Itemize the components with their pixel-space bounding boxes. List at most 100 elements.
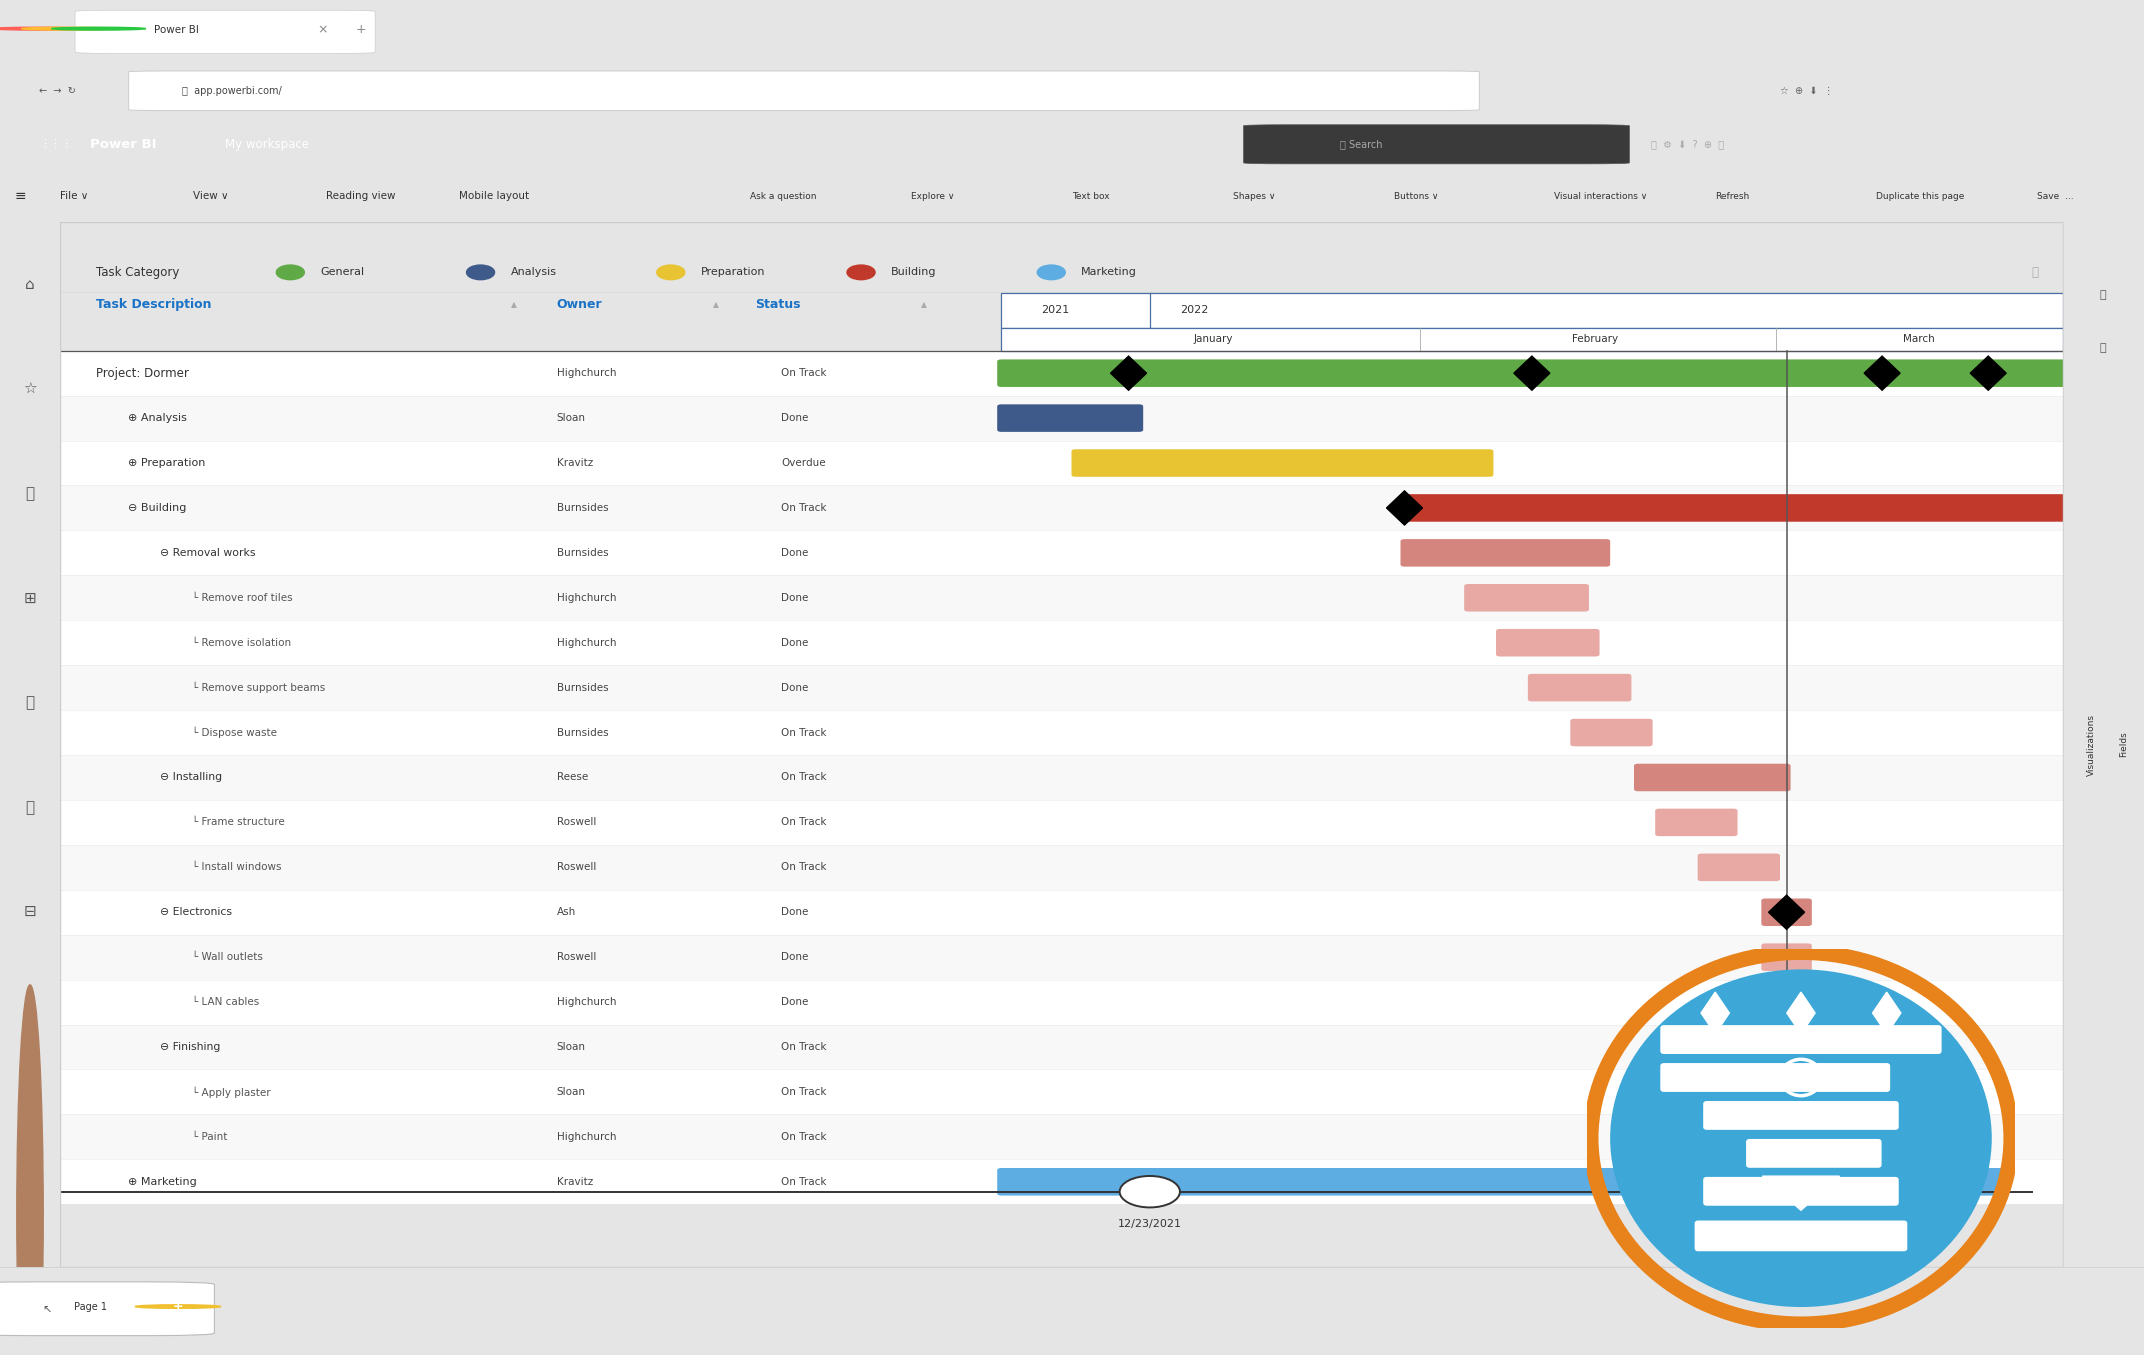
FancyBboxPatch shape — [1762, 898, 1812, 925]
Text: Highchurch: Highchurch — [557, 369, 615, 378]
Circle shape — [1038, 266, 1066, 279]
Text: Done: Done — [780, 413, 808, 423]
FancyBboxPatch shape — [60, 351, 2063, 396]
FancyBboxPatch shape — [1001, 328, 2063, 351]
FancyBboxPatch shape — [60, 710, 2063, 755]
Circle shape — [656, 266, 684, 279]
Text: Task Description: Task Description — [96, 298, 212, 310]
FancyBboxPatch shape — [60, 530, 2063, 576]
Text: ↖: ↖ — [43, 1306, 51, 1316]
Text: ⏰: ⏰ — [26, 486, 34, 501]
Text: Done: Done — [780, 592, 808, 603]
Text: On Track: On Track — [780, 1176, 825, 1187]
Text: Buttons ∨: Buttons ∨ — [1394, 192, 1439, 201]
Text: Marketing: Marketing — [1081, 267, 1136, 278]
FancyBboxPatch shape — [60, 980, 2063, 1024]
Text: ☆: ☆ — [24, 382, 36, 397]
Text: Building: Building — [892, 267, 937, 278]
FancyBboxPatch shape — [1698, 854, 1780, 881]
Text: Burnsides: Burnsides — [557, 547, 609, 558]
Polygon shape — [1387, 491, 1421, 524]
Text: Overdue: Overdue — [780, 458, 825, 467]
Text: On Track: On Track — [780, 817, 825, 828]
Text: ⓘ: ⓘ — [2033, 266, 2039, 279]
Text: ▲: ▲ — [510, 299, 517, 309]
FancyBboxPatch shape — [1400, 495, 2067, 522]
Text: Roswell: Roswell — [557, 862, 596, 873]
Text: Ash: Ash — [557, 908, 577, 917]
Text: Duplicate this page: Duplicate this page — [1876, 192, 1964, 201]
FancyBboxPatch shape — [60, 1114, 2063, 1160]
Text: ▲: ▲ — [712, 299, 718, 309]
FancyBboxPatch shape — [1659, 1064, 1891, 1092]
Text: Roswell: Roswell — [557, 817, 596, 828]
Text: My workspace: My workspace — [225, 138, 309, 150]
Text: Burnsides: Burnsides — [557, 503, 609, 514]
FancyBboxPatch shape — [129, 70, 1479, 111]
Text: Done: Done — [780, 997, 808, 1007]
FancyBboxPatch shape — [60, 440, 2063, 485]
Circle shape — [277, 266, 304, 279]
Text: View ∨: View ∨ — [193, 191, 229, 202]
Text: Sloan: Sloan — [557, 413, 585, 423]
Text: ⊟: ⊟ — [24, 904, 36, 919]
Text: └ LAN cables: └ LAN cables — [193, 997, 259, 1007]
Text: Visual interactions ∨: Visual interactions ∨ — [1554, 192, 1649, 201]
FancyBboxPatch shape — [1244, 125, 1629, 164]
Text: ≡: ≡ — [15, 190, 26, 203]
Text: 👤: 👤 — [26, 799, 34, 814]
Text: Analysis: Analysis — [510, 267, 557, 278]
Text: ▲: ▲ — [922, 299, 926, 309]
Text: Done: Done — [780, 683, 808, 692]
Text: Done: Done — [780, 638, 808, 648]
Text: 2022: 2022 — [1179, 305, 1209, 316]
FancyBboxPatch shape — [1634, 764, 1790, 791]
Text: Burnsides: Burnsides — [557, 728, 609, 737]
Text: March: March — [1904, 335, 1936, 344]
Text: +: + — [174, 1299, 182, 1313]
FancyBboxPatch shape — [0, 1282, 214, 1336]
Circle shape — [17, 985, 43, 1355]
Text: +: + — [356, 23, 367, 37]
Text: └ Frame structure: └ Frame structure — [193, 817, 285, 828]
FancyBboxPatch shape — [1702, 1102, 1900, 1130]
FancyBboxPatch shape — [1497, 629, 1599, 656]
Text: February: February — [1572, 335, 1619, 344]
Polygon shape — [1514, 356, 1550, 390]
Text: └ Remove isolation: └ Remove isolation — [193, 638, 292, 648]
Text: 🔒  app.powerbi.com/: 🔒 app.powerbi.com/ — [182, 85, 283, 96]
Circle shape — [0, 27, 86, 30]
Text: Highchurch: Highchurch — [557, 638, 615, 648]
Text: Done: Done — [780, 547, 808, 558]
FancyBboxPatch shape — [60, 799, 2063, 846]
Text: ⋮⋮⋮: ⋮⋮⋮ — [39, 140, 73, 149]
Text: 〈: 〈 — [2099, 343, 2108, 352]
Text: └ Install windows: └ Install windows — [193, 862, 281, 873]
Text: └ Remove support beams: └ Remove support beams — [193, 682, 326, 694]
FancyBboxPatch shape — [1001, 293, 2063, 328]
Text: On Track: On Track — [780, 1042, 825, 1051]
Text: ⊕ Marketing: ⊕ Marketing — [129, 1176, 197, 1187]
Text: 12/23/2021: 12/23/2021 — [1117, 1218, 1181, 1229]
Text: Fields: Fields — [2118, 732, 2129, 757]
FancyBboxPatch shape — [997, 404, 1143, 432]
Text: ⊖ Removal works: ⊖ Removal works — [161, 547, 255, 558]
FancyBboxPatch shape — [60, 1069, 2063, 1114]
Circle shape — [467, 266, 495, 279]
Circle shape — [135, 1305, 221, 1309]
Text: └ Remove roof tiles: └ Remove roof tiles — [193, 592, 294, 603]
Text: On Track: On Track — [780, 1131, 825, 1142]
Text: On Track: On Track — [780, 728, 825, 737]
Text: Shapes ∨: Shapes ∨ — [1233, 192, 1276, 201]
Text: Sloan: Sloan — [557, 1042, 585, 1051]
Text: Refresh: Refresh — [1715, 192, 1750, 201]
FancyBboxPatch shape — [75, 11, 375, 53]
Text: Status: Status — [755, 298, 800, 310]
FancyBboxPatch shape — [997, 1168, 2002, 1195]
Text: ←  →  ↻: ← → ↻ — [39, 85, 75, 96]
Text: Owner: Owner — [557, 298, 602, 310]
Text: Power BI: Power BI — [90, 138, 157, 150]
Polygon shape — [1863, 356, 1900, 390]
FancyBboxPatch shape — [60, 1160, 2063, 1205]
Text: Kravitz: Kravitz — [557, 1176, 594, 1187]
